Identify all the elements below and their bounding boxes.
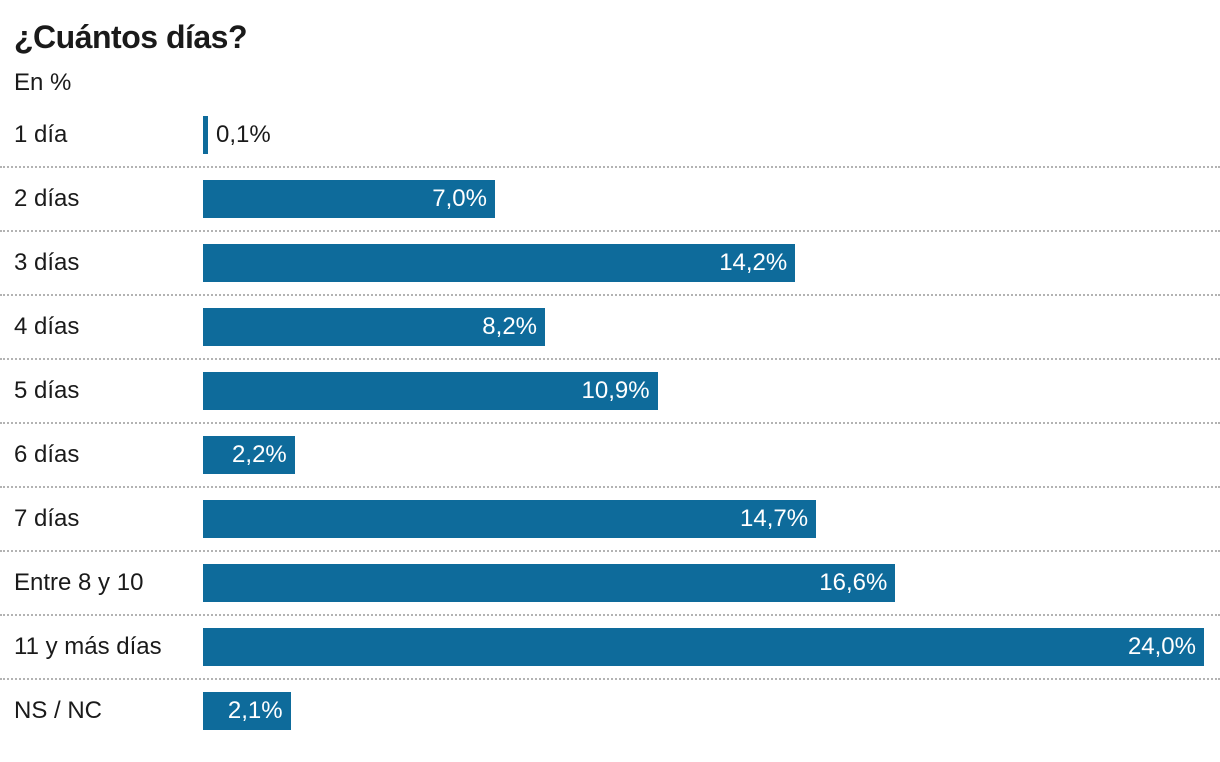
value-label: 24,0% bbox=[1127, 633, 1196, 660]
chart-rows: 1 día 0,1% 2 días 7,0% 3 días 14,2% 4 días 8,2%… bbox=[0, 104, 1220, 742]
value-label: 8,2% bbox=[482, 313, 537, 340]
bar: 14,2% bbox=[203, 244, 796, 282]
category-label: 11 y más días bbox=[14, 633, 162, 660]
category-label: 2 días bbox=[14, 185, 80, 212]
category-label: 3 días bbox=[14, 249, 80, 276]
chart-row: 11 y más días 24,0% bbox=[0, 614, 1220, 678]
value-label: 2,2% bbox=[232, 441, 287, 468]
value-label: 14,7% bbox=[740, 505, 809, 532]
chart-row: 5 días 10,9% bbox=[0, 358, 1220, 422]
value-label: 16,6% bbox=[819, 569, 888, 596]
category-label: 1 día bbox=[14, 121, 68, 148]
chart-subtitle: En % bbox=[14, 69, 72, 96]
bar: 7,0% bbox=[203, 180, 495, 218]
chart-row: Entre 8 y 10 16,6% bbox=[0, 550, 1220, 614]
chart-row: 4 días 8,2% bbox=[0, 294, 1220, 358]
category-label: 7 días bbox=[14, 505, 80, 532]
value-label: 7,0% bbox=[432, 185, 487, 212]
bar: 10,9% bbox=[203, 372, 658, 410]
category-label: 4 días bbox=[14, 313, 80, 340]
chart-row: 1 día 0,1% bbox=[0, 104, 1220, 166]
chart-title: ¿Cuántos días? bbox=[14, 19, 248, 55]
chart-row: 6 días 2,2% bbox=[0, 422, 1220, 486]
category-label: 5 días bbox=[14, 377, 80, 404]
category-label: 6 días bbox=[14, 441, 80, 468]
value-label: 2,1% bbox=[227, 697, 283, 724]
bar-track: 2,2% bbox=[203, 436, 1204, 474]
bar-track: 7,0% bbox=[203, 180, 1204, 218]
chart-row: 2 días 7,0% bbox=[0, 166, 1220, 230]
bar-track: 2,1% bbox=[203, 692, 1204, 730]
bar bbox=[203, 116, 208, 154]
category-label: Entre 8 y 10 bbox=[14, 569, 144, 596]
bar-track: 16,6% bbox=[203, 564, 1204, 602]
bar-track: 8,2% bbox=[203, 308, 1204, 346]
bar: 2,2% bbox=[203, 436, 295, 474]
bar: 2,1% bbox=[203, 692, 291, 730]
bar-track: 24,0% bbox=[203, 628, 1204, 666]
bar: 14,7% bbox=[203, 500, 817, 538]
bar: 16,6% bbox=[203, 564, 896, 602]
chart-card: ¿Cuántos días? En % 1 día 0,1% 2 días 7,0% 3… bbox=[0, 18, 1220, 762]
bar-track: 14,7% bbox=[203, 500, 1204, 538]
value-label: 0,1% bbox=[216, 121, 271, 148]
bar: 24,0% bbox=[203, 628, 1204, 666]
chart-row: NS / NC 2,1% bbox=[0, 678, 1220, 742]
bar-track: 14,2% bbox=[203, 244, 1204, 282]
bar-track: 0,1% bbox=[203, 116, 1204, 154]
chart-row: 7 días 14,7% bbox=[0, 486, 1220, 550]
chart-row: 3 días 14,2% bbox=[0, 230, 1220, 294]
bar: 8,2% bbox=[203, 308, 545, 346]
value-label: 10,9% bbox=[581, 377, 650, 404]
value-label: 14,2% bbox=[719, 249, 788, 276]
bar-track: 10,9% bbox=[203, 372, 1204, 410]
category-label: NS / NC bbox=[14, 697, 103, 724]
